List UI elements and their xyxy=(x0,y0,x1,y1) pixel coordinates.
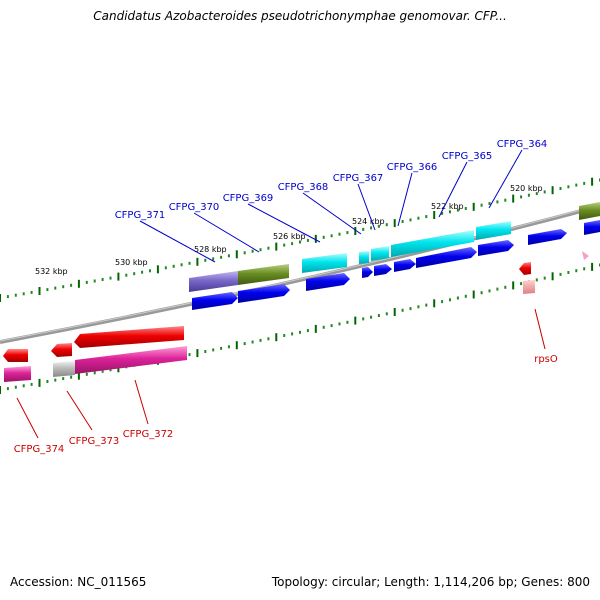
gene-label-cfpg-372[interactable]: CFPG_372 xyxy=(123,429,174,440)
lower-ruler xyxy=(0,262,600,394)
genome-backbone-highlight xyxy=(0,204,600,342)
cds-arrow xyxy=(51,343,72,357)
reverse-cds-row xyxy=(3,262,531,362)
cds-arrow xyxy=(584,220,600,235)
forward-cog-row xyxy=(189,202,600,292)
gene-bar xyxy=(238,264,289,285)
gene-bar xyxy=(189,271,238,292)
cds-arrow xyxy=(3,349,28,362)
gene-bar xyxy=(476,221,511,240)
gene-label-cfpg-373[interactable]: CFPG_373 xyxy=(69,436,120,447)
gene-label-cfpg-367[interactable]: CFPG_367 xyxy=(333,173,384,184)
forward-cds-row xyxy=(192,220,600,310)
cds-arrow xyxy=(528,229,567,245)
tick-label-520: 520 kbp xyxy=(510,184,543,193)
gene-label-cfpg-366[interactable]: CFPG_366 xyxy=(387,162,438,173)
cds-arrow xyxy=(416,247,477,268)
gene-label-cfpg-365[interactable]: CFPG_365 xyxy=(442,151,493,162)
gene-bar xyxy=(302,253,347,273)
cds-arrow xyxy=(192,292,238,310)
gene-bar xyxy=(371,246,389,261)
tick-label-524: 524 kbp xyxy=(352,217,385,226)
gene-bar xyxy=(75,346,187,374)
reverse-gene-labels: CFPG_374 CFPG_373 CFPG_372 rpsO xyxy=(14,354,558,455)
gene-label-cfpg-364[interactable]: CFPG_364 xyxy=(497,139,548,150)
tick-label-530: 530 kbp xyxy=(115,258,148,267)
cds-arrow xyxy=(519,262,531,275)
tick-label-528: 528 kbp xyxy=(194,245,227,254)
gene-label-cfpg-374[interactable]: CFPG_374 xyxy=(14,444,65,455)
map-title: Candidatus Azobacteroides pseudotrichony… xyxy=(93,9,507,23)
gene-bar xyxy=(579,202,600,220)
gene-bar xyxy=(582,251,589,260)
tick-label-526: 526 kbp xyxy=(273,232,306,241)
cds-arrow xyxy=(394,259,416,272)
gene-bar xyxy=(53,361,75,377)
cds-arrow xyxy=(74,326,184,348)
cds-arrow xyxy=(306,273,350,291)
cds-arrow xyxy=(374,264,392,276)
forward-leader-lines xyxy=(139,149,523,263)
genome-backbone xyxy=(0,204,600,344)
kbp-labels: 532 kbp 530 kbp 528 kbp 526 kbp 524 kbp … xyxy=(35,184,543,276)
topology-text: Topology: circular; Length: 1,114,206 bp… xyxy=(271,575,590,589)
accession-text: Accession: NC_011565 xyxy=(10,575,147,589)
gene-label-rpso[interactable]: rpsO xyxy=(534,354,558,365)
reverse-leader-lines xyxy=(16,308,546,439)
gene-bar xyxy=(359,251,369,264)
gene-label-cfpg-368[interactable]: CFPG_368 xyxy=(278,182,329,193)
tick-label-532: 532 kbp xyxy=(35,267,68,276)
gene-label-cfpg-369[interactable]: CFPG_369 xyxy=(223,193,274,204)
gene-bar xyxy=(391,230,474,257)
upper-ruler xyxy=(0,177,600,302)
gene-label-cfpg-371[interactable]: CFPG_371 xyxy=(115,210,166,221)
forward-gene-labels: CFPG_371 CFPG_370 CFPG_369 CFPG_368 CFPG… xyxy=(115,139,548,221)
cds-arrow xyxy=(362,267,373,278)
gene-label-cfpg-370[interactable]: CFPG_370 xyxy=(169,202,220,213)
tick-label-522: 522 kbp xyxy=(431,202,464,211)
cds-arrow xyxy=(238,284,290,303)
gene-bar xyxy=(523,280,535,294)
reverse-cog-row xyxy=(4,251,589,382)
cds-arrow xyxy=(478,240,514,256)
gene-bar xyxy=(4,366,31,382)
